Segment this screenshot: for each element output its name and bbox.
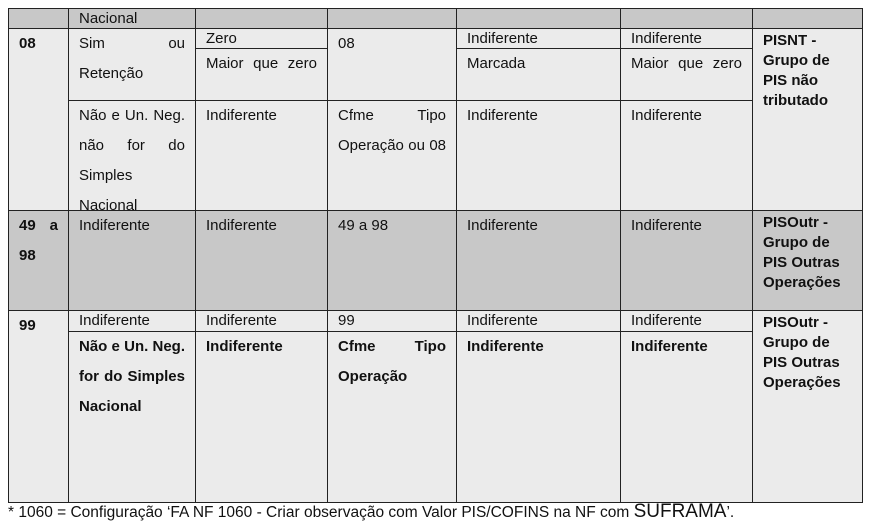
cell-blank (195, 8, 328, 29)
cell-condition: Indiferente (68, 310, 196, 332)
cell-option: Indiferente (456, 100, 621, 211)
cell-cst: 99 (8, 310, 69, 503)
cell-val: Indiferente (620, 331, 753, 503)
cell-blank (327, 8, 457, 29)
cell-cst-out: Cfme Tipo Operação ou 08 (327, 100, 457, 211)
cell-cst-out: Cfme Tipo Operação (327, 331, 457, 503)
cell-value: Indiferente (195, 331, 328, 503)
cell-group: PISOutr - Grupo de PIS Outras Operações (752, 310, 863, 503)
cell-value: Zero (195, 28, 328, 49)
cell-val: Indiferente (620, 210, 753, 311)
cell-condition: Não e Un. Neg. for do Simples Nacional (68, 331, 196, 503)
cell-val: Indiferente (620, 28, 753, 49)
cell-cst: 08 (8, 28, 69, 211)
cell-option: Indiferente (456, 28, 621, 49)
cell-group: PISOutr - Grupo de PIS Outras Operações (752, 210, 863, 311)
cell-blank (456, 8, 621, 29)
cell-value: Indiferente (195, 310, 328, 332)
footnote: * 1060 = Configuração ‘FA NF 1060 - Cria… (8, 500, 734, 525)
cell-cst: 49 a 98 (8, 210, 69, 311)
cell-value: Maior que zero (195, 48, 328, 101)
cell-condition: Nacional (68, 8, 196, 29)
cell-option: Indiferente (456, 331, 621, 503)
cell-val: Indiferente (620, 100, 753, 211)
cell-condition: Indiferente (68, 210, 196, 311)
cell-val: Maior que zero (620, 48, 753, 101)
cell-cst-out: 49 a 98 (327, 210, 457, 311)
cell-val: Indiferente (620, 310, 753, 332)
footnote-suframa: SUFRAMA (633, 501, 727, 522)
cell-condition: Sim ou Retenção (68, 28, 196, 101)
cell-option: Indiferente (456, 310, 621, 332)
cell-blank (620, 8, 753, 29)
cell-option: Indiferente (456, 210, 621, 311)
footnote-end: ’. (726, 504, 735, 521)
cell-cst-out: 99 (327, 310, 457, 332)
cell-cst-out: 08 (327, 28, 457, 101)
cell-option: Marcada (456, 48, 621, 101)
cell-group: PISNT -Grupo de PIS não tributado (752, 28, 863, 211)
cell-blank (8, 8, 69, 29)
cell-condition: Não e Un. Neg. não for do Simples Nacion… (68, 100, 196, 211)
footnote-text: * 1060 = Configuração ‘FA NF 1060 - Cria… (8, 504, 634, 521)
cell-value: Indiferente (195, 210, 328, 311)
cell-blank (752, 8, 863, 29)
cell-value: Indiferente (195, 100, 328, 211)
